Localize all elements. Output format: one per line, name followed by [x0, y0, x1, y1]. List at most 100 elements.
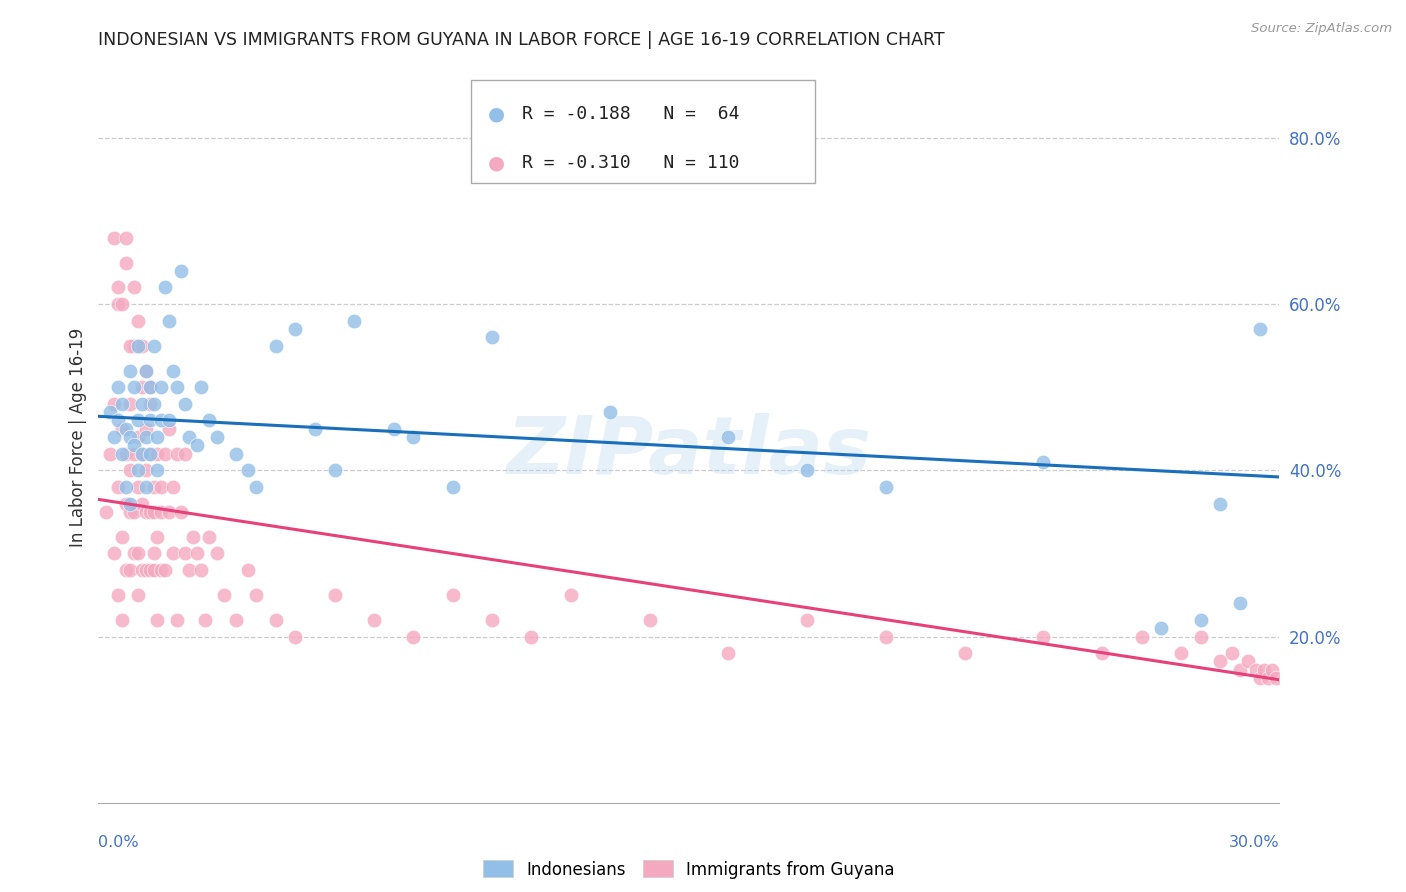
Point: [1229, 596, 1251, 610]
Point: [135, 363, 157, 377]
Point: [225, 447, 247, 461]
Point: [150, 563, 173, 577]
Point: [131, 447, 153, 461]
Point: [197, 530, 219, 544]
Point: [115, 230, 138, 244]
Point: [135, 480, 157, 494]
Point: [284, 322, 307, 336]
Point: [1249, 671, 1271, 685]
Point: [98, 447, 121, 461]
Point: [127, 588, 149, 602]
Point: [122, 280, 145, 294]
Point: [107, 280, 129, 294]
Point: [174, 447, 197, 461]
Point: [1032, 455, 1054, 469]
Point: [127, 338, 149, 352]
Point: [111, 397, 134, 411]
Point: [875, 480, 897, 494]
Point: [127, 463, 149, 477]
Point: [157, 413, 180, 427]
Point: [205, 430, 228, 444]
Point: [190, 563, 212, 577]
Point: [122, 438, 145, 452]
Point: [135, 430, 157, 444]
Point: [111, 297, 134, 311]
Point: [1130, 630, 1153, 644]
Point: [1189, 613, 1212, 627]
Point: [135, 463, 157, 477]
Point: [481, 613, 503, 627]
Point: [245, 588, 267, 602]
Point: [138, 447, 160, 461]
Text: INDONESIAN VS IMMIGRANTS FROM GUYANA IN LABOR FORCE | AGE 16-19 CORRELATION CHAR: INDONESIAN VS IMMIGRANTS FROM GUYANA IN …: [98, 31, 945, 49]
Point: [115, 255, 138, 269]
Point: [304, 422, 326, 436]
Point: [150, 480, 173, 494]
Point: [214, 588, 236, 602]
Point: [284, 630, 307, 644]
Point: [1209, 497, 1232, 511]
Point: [157, 314, 180, 328]
Point: [103, 430, 125, 444]
Point: [174, 546, 197, 560]
Point: [131, 447, 153, 461]
Point: [402, 630, 425, 644]
Point: [146, 463, 169, 477]
Point: [441, 480, 464, 494]
Point: [131, 497, 153, 511]
Point: [142, 338, 165, 352]
Point: [560, 588, 582, 602]
Point: [1220, 646, 1243, 660]
Point: [181, 530, 204, 544]
Point: [131, 338, 153, 352]
Point: [225, 613, 247, 627]
Point: [264, 338, 287, 352]
Point: [150, 380, 173, 394]
Point: [323, 588, 346, 602]
Point: [166, 380, 188, 394]
Text: R = -0.310   N = 110: R = -0.310 N = 110: [522, 154, 740, 172]
Point: [150, 505, 173, 519]
Point: [118, 505, 141, 519]
Text: R = -0.188   N =  64: R = -0.188 N = 64: [522, 105, 740, 123]
Point: [245, 480, 267, 494]
Point: [127, 430, 149, 444]
Text: 0.0%: 0.0%: [98, 836, 139, 850]
Point: [127, 480, 149, 494]
Point: [107, 413, 129, 427]
Point: [115, 447, 138, 461]
Point: [796, 463, 818, 477]
Point: [205, 546, 228, 560]
Point: [122, 505, 145, 519]
Point: [1189, 630, 1212, 644]
Text: ●: ●: [488, 153, 505, 173]
Point: [155, 447, 177, 461]
Point: [1209, 655, 1232, 669]
Point: [138, 380, 160, 394]
Point: [138, 505, 160, 519]
Point: [142, 563, 165, 577]
Point: [1264, 671, 1286, 685]
Point: [146, 530, 169, 544]
Text: ●: ●: [488, 104, 505, 124]
Point: [131, 563, 153, 577]
Point: [127, 546, 149, 560]
Point: [131, 380, 153, 394]
Point: [142, 505, 165, 519]
Text: ZIPatlas: ZIPatlas: [506, 413, 872, 491]
Point: [402, 430, 425, 444]
Point: [111, 530, 134, 544]
Point: [177, 430, 200, 444]
Point: [157, 505, 180, 519]
Point: [162, 546, 184, 560]
Text: Source: ZipAtlas.com: Source: ZipAtlas.com: [1251, 22, 1392, 36]
Point: [96, 505, 118, 519]
Point: [155, 280, 177, 294]
Point: [236, 463, 259, 477]
Point: [323, 463, 346, 477]
Point: [717, 430, 740, 444]
Point: [162, 363, 184, 377]
Point: [103, 546, 125, 560]
Point: [150, 413, 173, 427]
Point: [363, 613, 385, 627]
